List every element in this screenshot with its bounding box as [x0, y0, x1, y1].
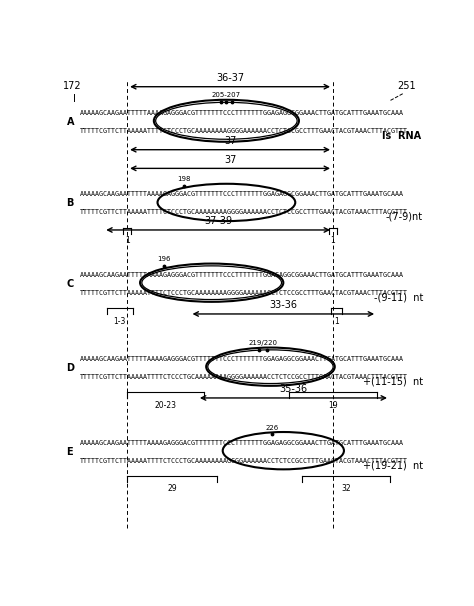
Text: B: B — [66, 198, 74, 208]
Text: 36-37: 36-37 — [216, 73, 244, 83]
Text: D: D — [66, 362, 74, 373]
Text: C: C — [66, 279, 74, 288]
Text: AAAAAGCAAGAATTTTTAAAAGAGGGACGTTTTTTTCCCTTTTTTTGGAGAGGCGGAAACTTGATGCATTTGAAATGCAA: AAAAAGCAAGAATTTTTAAAAGAGGGACGTTTTTTTCCCT… — [80, 271, 403, 278]
Text: AAAAAGCAAGAATTTTTAAAAGAGGGACGTTTTTTTCCCTTTTTTTGGAGAGGCGGAAACTTGATGCATTTGAAATGCAA: AAAAAGCAAGAATTTTTAAAAGAGGGACGTTTTTTTCCCT… — [80, 191, 403, 198]
Text: 1: 1 — [334, 317, 339, 326]
Text: A: A — [66, 117, 74, 127]
Text: TTTTTCGTTCTTAAAAATTTTCTCCCTGCAAAAAAAAGGGGAAAAAACCTCTCCGCCTTTGAACTACGTAAACTTTACGT: TTTTTCGTTCTTAAAAATTTTCTCCCTGCAAAAAAAAGGG… — [80, 290, 408, 296]
Text: -(9-11)  nt: -(9-11) nt — [374, 292, 423, 302]
Text: 32: 32 — [341, 484, 351, 493]
Text: 20-23: 20-23 — [155, 401, 177, 410]
Text: Is  RNA: Is RNA — [382, 131, 421, 141]
Text: 35-36: 35-36 — [279, 384, 308, 395]
Text: 226: 226 — [266, 425, 279, 431]
Text: TTTTTCGTTCTTAAAAATTTTCTCCCTGCAAAAAAAAGGGGAAAAAACCTCTCCGCCTTTGAACTACGTAAACTTTACGT: TTTTTCGTTCTTAAAAATTTTCTCCCTGCAAAAAAAAGGG… — [80, 128, 408, 134]
Text: 196: 196 — [157, 256, 171, 262]
Text: TTTTTCGTTCTTAAAAATTTTCTCCCTGCAAAAAAAAGGGGAAAAAACCTCTCCGCCTTTGAACTACGTAAACTTTACGT: TTTTTCGTTCTTAAAAATTTTCTCCCTGCAAAAAAAAGGG… — [80, 374, 408, 380]
Text: AAAAAGCAAGAATTTTTAAAAGAGGGACGTTTTTTTCCCTTTTTTTGGAGAGGCGGAAACTTGATGCATTTGAAATGCAA: AAAAAGCAAGAATTTTTAAAAGAGGGACGTTTTTTTCCCT… — [80, 439, 403, 445]
Text: AAAAAGCAAGAATTTTTAAAAGAGGGACGTTTTTTTCCCTTTTTTTGGAGAGGCGGAAACTTGATGCATTTGAAATGCAA: AAAAAGCAAGAATTTTTAAAAGAGGGACGTTTTTTTCCCT… — [80, 110, 403, 116]
Text: 33-36: 33-36 — [269, 300, 297, 310]
Text: 19: 19 — [328, 401, 338, 410]
Text: 37: 37 — [224, 136, 236, 146]
Text: 219/220: 219/220 — [249, 340, 278, 346]
Text: 1: 1 — [125, 236, 129, 245]
Text: TTTTTCGTTCTTAAAAATTTTCTCCCTGCAAAAAAAAGGGGAAAAAACCTCTCCGCCTTTGAACTACGTAAACTTTACGT: TTTTTCGTTCTTAAAAATTTTCTCCCTGCAAAAAAAAGGG… — [80, 458, 408, 464]
Text: -(7-9)nt: -(7-9)nt — [386, 211, 423, 222]
Text: 37-39: 37-39 — [204, 216, 232, 226]
Text: +(19-21)  nt: +(19-21) nt — [363, 460, 423, 470]
Text: 37: 37 — [224, 155, 236, 165]
Text: 1-3: 1-3 — [114, 317, 126, 326]
Text: +(11-15)  nt: +(11-15) nt — [363, 376, 423, 386]
Text: 198: 198 — [177, 176, 191, 182]
Text: E: E — [66, 447, 73, 456]
Text: 251: 251 — [397, 81, 416, 92]
Text: 172: 172 — [63, 81, 82, 92]
Text: 29: 29 — [167, 484, 177, 493]
Text: AAAAAGCAAGAATTTTTAAAAGAGGGACGTTTTTTTCCCTTTTTTTGGAGAGGCGGAAACTTGATGCATTTGAAATGCAA: AAAAAGCAAGAATTTTTAAAAGAGGGACGTTTTTTTCCCT… — [80, 356, 403, 362]
Text: TTTTTCGTTCTTAAAAATTTTCTCCCTGCAAAAAAAAGGGGAAAAAACCTCTCCGCCTTTGAACTACGTAAACTTTACGT: TTTTTCGTTCTTAAAAATTTTCTCCCTGCAAAAAAAAGGG… — [80, 210, 408, 216]
Text: 205-207: 205-207 — [212, 92, 241, 98]
Text: 1: 1 — [330, 236, 335, 245]
